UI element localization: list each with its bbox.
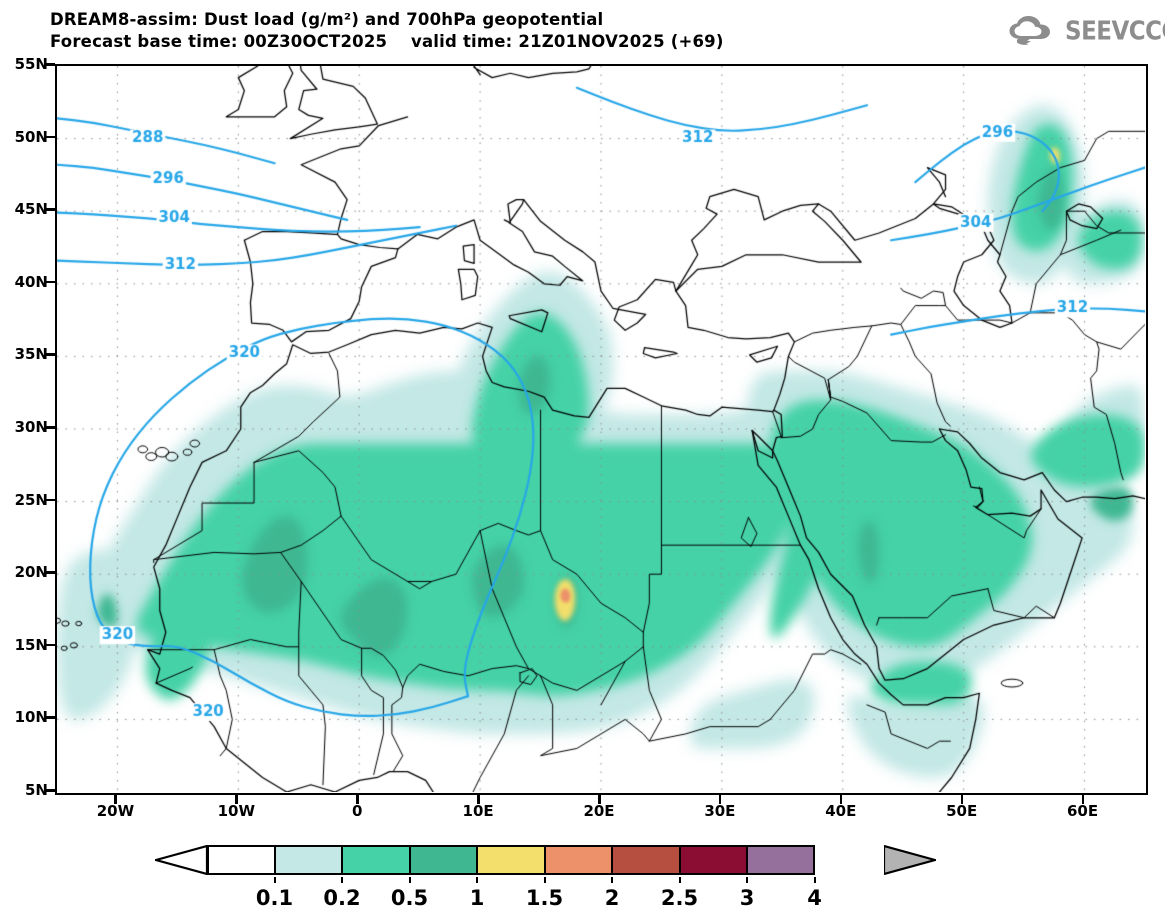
colorbar-tick	[678, 877, 681, 883]
colorbar-swatch	[409, 845, 477, 875]
colorbar-tick	[476, 877, 478, 883]
y-axis-label: 30N	[14, 418, 48, 436]
colorbar-label: 1.5	[525, 886, 564, 910]
x-axis-label: 60E	[1066, 802, 1099, 820]
colorbar-label: 0.1	[255, 886, 294, 910]
colorbar-swatches	[207, 845, 815, 875]
colorbar-tick	[273, 877, 276, 883]
colorbar-swatch	[544, 845, 612, 875]
colorbar-tick	[813, 877, 816, 883]
cloud-wind-icon	[1009, 16, 1050, 45]
x-axis-label: 30E	[704, 802, 736, 820]
y-axis-label: 5N	[25, 781, 48, 799]
y-axis-label: 45N	[14, 200, 48, 219]
x-axis-tick	[235, 795, 238, 804]
x-axis-tick	[718, 795, 722, 804]
y-axis-label: 40N	[14, 272, 48, 291]
colorbar-high-extend-arrow	[884, 845, 936, 875]
colorbar-swatch	[612, 845, 680, 875]
y-axis-tick	[46, 208, 55, 211]
colorbar-swatch	[342, 845, 410, 875]
colorbar-tick	[543, 877, 546, 883]
y-axis-label: 25N	[14, 490, 48, 509]
colorbar-label: 3	[739, 886, 755, 910]
x-axis-tick	[960, 795, 964, 804]
y-axis-tick	[46, 353, 55, 356]
page-title: DREAM8-assim: Dust load (g/m²) and 700hP…	[50, 10, 604, 29]
colorbar-label: 1	[469, 886, 485, 910]
x-axis-tick	[356, 795, 359, 804]
y-axis-tick	[46, 426, 55, 429]
x-axis-tick	[839, 795, 843, 804]
y-axis-label: 35N	[14, 345, 48, 364]
colorbar-swatch	[274, 845, 342, 875]
colorbar-swatch	[477, 845, 545, 875]
x-axis-label: 40E	[825, 802, 857, 820]
colorbar-label: 4	[807, 886, 822, 910]
x-axis-tick	[477, 795, 480, 804]
x-axis-tick	[1081, 795, 1085, 804]
y-axis-tick	[46, 789, 55, 792]
colorbar-tick	[611, 877, 613, 883]
y-axis-tick	[46, 571, 55, 574]
colorbar-tick	[746, 877, 748, 883]
y-axis-tick	[46, 135, 55, 139]
x-axis-label: 10E	[462, 802, 494, 820]
x-axis-label: 20W	[96, 802, 135, 820]
seevccc-logo-text: SEEVCCC	[1065, 17, 1165, 47]
y-axis-label: 55N	[14, 55, 48, 73]
dust-load-map-canvas	[57, 66, 1145, 792]
forecast-time-subtitle: Forecast base time: 00Z30OCT2025 valid t…	[50, 32, 724, 51]
colorbar-tick	[341, 877, 343, 883]
x-axis-tick	[598, 795, 601, 804]
x-axis-label: 0	[352, 802, 363, 820]
seevccc-logo: SEEVCCC	[1005, 10, 1165, 50]
colorbar-label: 0.2	[323, 886, 361, 910]
y-axis-tick	[46, 63, 55, 66]
y-axis-label: 20N	[14, 563, 48, 582]
x-axis-tick	[114, 795, 117, 804]
y-axis-label: 50N	[14, 127, 48, 146]
y-axis-tick	[46, 280, 55, 284]
colorbar-swatch	[747, 845, 815, 875]
colorbar-swatch	[679, 845, 747, 875]
y-axis-label: 15N	[14, 635, 48, 654]
colorbar-label: 2	[604, 886, 620, 910]
y-axis-tick	[46, 643, 55, 647]
forecast-map-plot	[55, 64, 1148, 795]
header: DREAM8-assim: Dust load (g/m²) and 700hP…	[0, 0, 1165, 58]
y-axis-tick	[46, 498, 55, 502]
y-axis-label: 10N	[14, 708, 48, 727]
x-axis-label: 20E	[583, 802, 615, 820]
colorbar: 0.1 0.2 0.5 1 1.5 2 2.5 3 4	[0, 836, 1165, 910]
colorbar-low-extend-arrow	[155, 845, 207, 875]
colorbar-tick	[408, 877, 411, 883]
colorbar-swatch	[207, 845, 275, 875]
colorbar-label: 2.5	[660, 886, 699, 910]
y-axis-tick	[46, 716, 55, 719]
x-axis-label: 50E	[946, 802, 978, 820]
colorbar-label: 0.5	[390, 886, 429, 910]
x-axis-label: 10W	[217, 802, 256, 820]
